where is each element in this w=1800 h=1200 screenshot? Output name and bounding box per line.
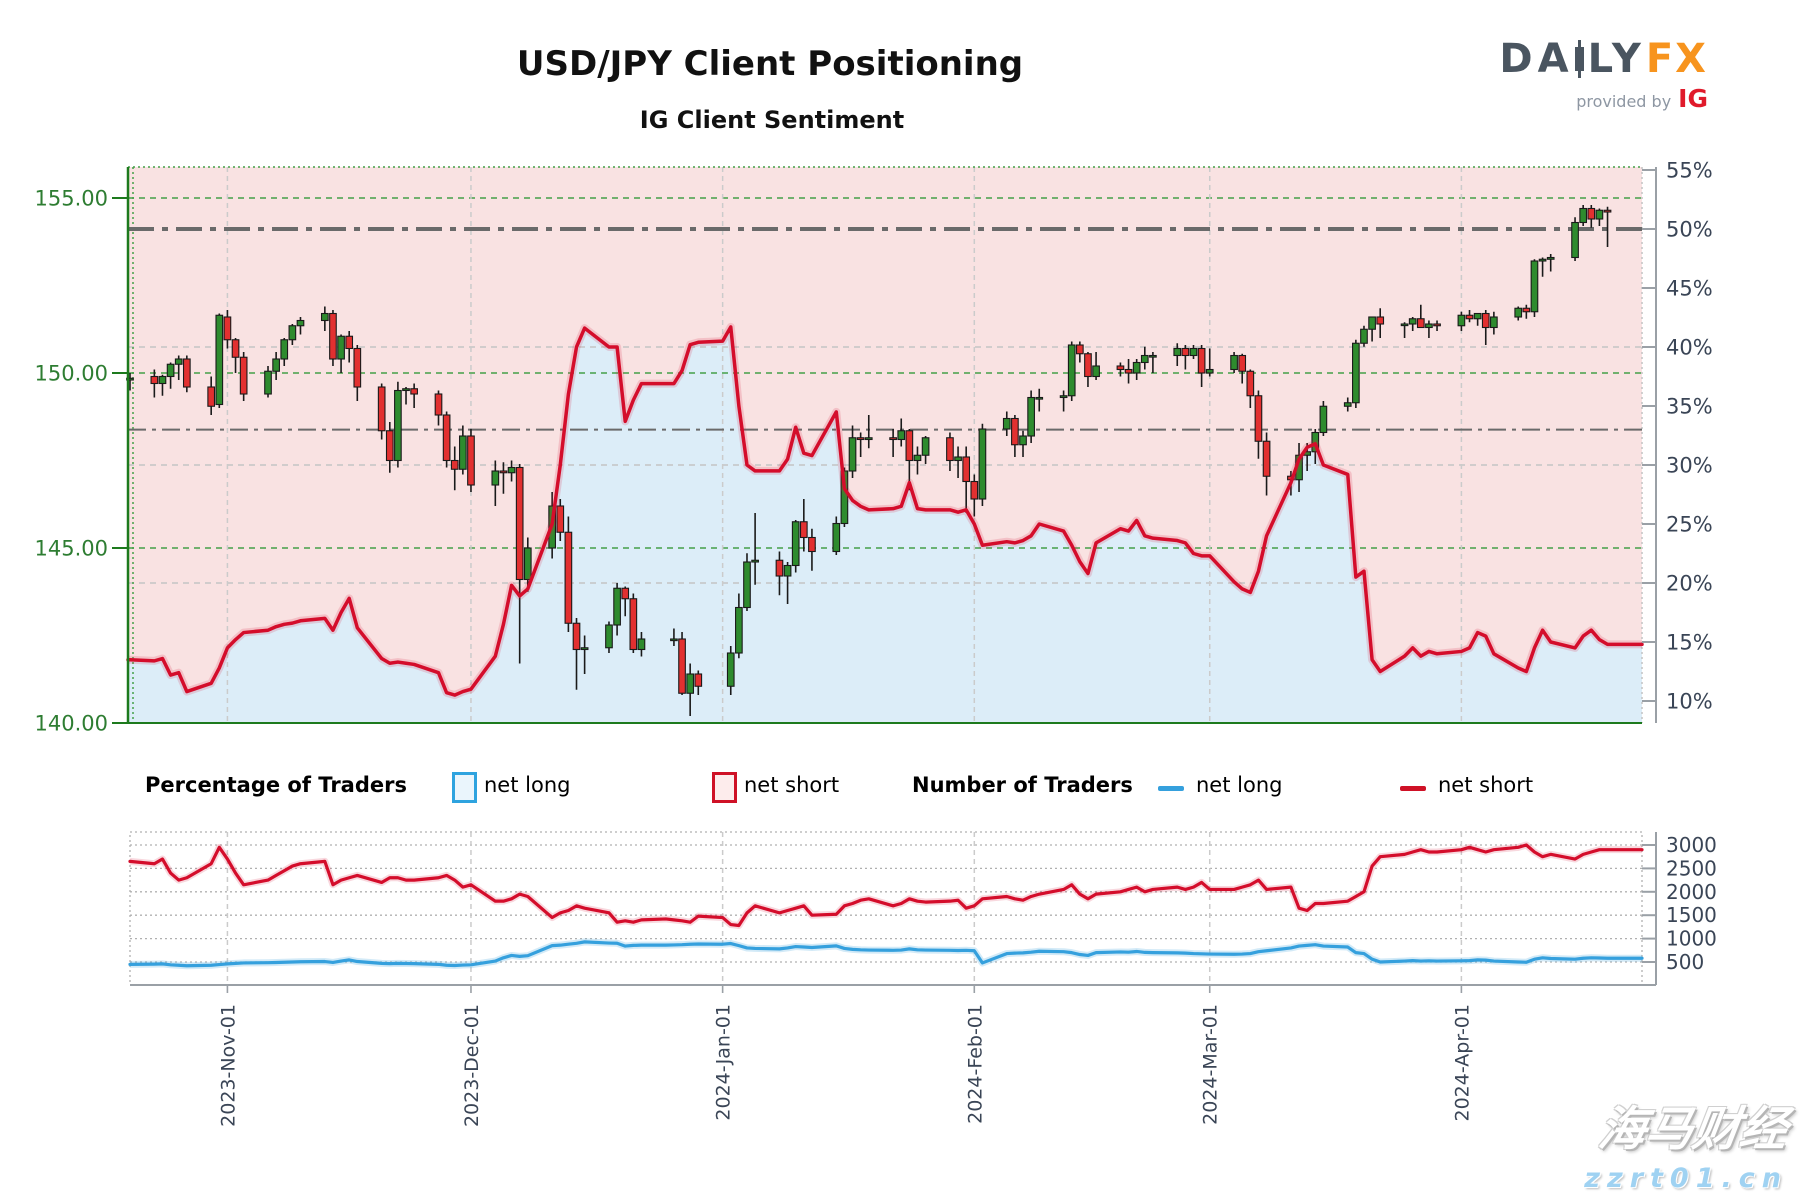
watermark-cn: 海马财经 — [1595, 1102, 1792, 1157]
logo-text-da: DA — [1499, 36, 1574, 82]
count-axis-label: 2000 — [1666, 880, 1717, 904]
legend-pct-net-short: net short — [744, 773, 840, 797]
percent-axis-label: 35% — [1666, 395, 1713, 419]
count-axis-label: 2500 — [1666, 856, 1717, 880]
chart-subtitle: IG Client Sentiment — [639, 106, 905, 134]
net-short-swatch — [712, 772, 737, 803]
date-axis-label: 2024-Jan-01 — [713, 1004, 735, 1121]
count-line-net-long — [128, 940, 1644, 968]
net-long-area — [128, 326, 1642, 723]
sentiment-line — [126, 322, 1644, 700]
percent-axis-label: 30% — [1666, 454, 1713, 478]
percent-axis-label: 20% — [1666, 572, 1713, 596]
price-axis-label: 155.00 — [35, 187, 108, 211]
ig-logo: IG — [1678, 84, 1708, 113]
price-axis-label: 145.00 — [35, 537, 108, 561]
count-axis-label: 1500 — [1666, 903, 1717, 927]
page-title: USD/JPY Client Positioning — [516, 44, 1024, 84]
net-long-line-swatch — [1158, 786, 1184, 791]
logo-text-ly: LY — [1587, 36, 1646, 82]
dailyfx-logo: DA LY FX provided by IG — [1499, 36, 1708, 113]
percent-axis-label: 50% — [1666, 218, 1713, 242]
percent-axis-label: 45% — [1666, 277, 1713, 301]
logo-tagline: provided by IG — [1499, 84, 1708, 113]
date-axis-label: 2024-Feb-01 — [964, 1004, 986, 1124]
net-long-swatch — [452, 772, 477, 803]
date-axis-label: 2024-Apr-01 — [1451, 1004, 1473, 1121]
price-candles — [126, 205, 1612, 716]
main-gridlines — [128, 166, 1643, 724]
percent-axis-label: 55% — [1666, 159, 1713, 183]
sentiment-areas — [128, 167, 1642, 723]
main-axes: 155.00 150.00 145.00 140.00 55% 50% 45% 40% 35% 3… — [35, 159, 1713, 736]
watermark: 海马财经 zzrt01.cn — [1584, 1090, 1791, 1194]
watermark-url: zzrt01.cn — [1584, 1163, 1788, 1194]
price-axis-label: 150.00 — [35, 362, 108, 386]
legend-number-title: Number of Traders — [912, 773, 1133, 797]
percent-axis-label: 15% — [1666, 631, 1713, 655]
date-axis-labels: 2023-Nov-01 2023-Dec-01 2024-Jan-01 2024-Fe… — [217, 1004, 1473, 1127]
legend-num-net-short: net short — [1438, 773, 1534, 797]
count-axis-label: 500 — [1666, 950, 1704, 974]
dailyfx-wordmark: DA LY FX — [1499, 36, 1708, 82]
percent-axis-label: 25% — [1666, 513, 1713, 537]
percent-axis-label: 40% — [1666, 336, 1713, 360]
provided-by-label: provided by — [1576, 92, 1672, 111]
count-line-net-short — [128, 843, 1644, 928]
legend-pct-net-long: net long — [484, 773, 571, 797]
count-axis-label: 1000 — [1666, 927, 1717, 951]
logo-candlestick-icon — [1574, 40, 1584, 78]
date-axis-label: 2023-Nov-01 — [217, 1004, 239, 1127]
date-axis-label: 2023-Dec-01 — [461, 1004, 483, 1127]
count-axis-label: 3000 — [1666, 833, 1717, 857]
legend-num-net-long: net long — [1196, 773, 1283, 797]
net-short-line-swatch — [1400, 786, 1426, 791]
legend-percentage-title: Percentage of Traders — [145, 773, 407, 797]
date-axis-label: 2024-Mar-01 — [1200, 1004, 1222, 1125]
percent-axis-label: 10% — [1666, 690, 1713, 714]
logo-text-fx: FX — [1645, 36, 1708, 82]
price-axis-label: 140.00 — [35, 712, 108, 736]
